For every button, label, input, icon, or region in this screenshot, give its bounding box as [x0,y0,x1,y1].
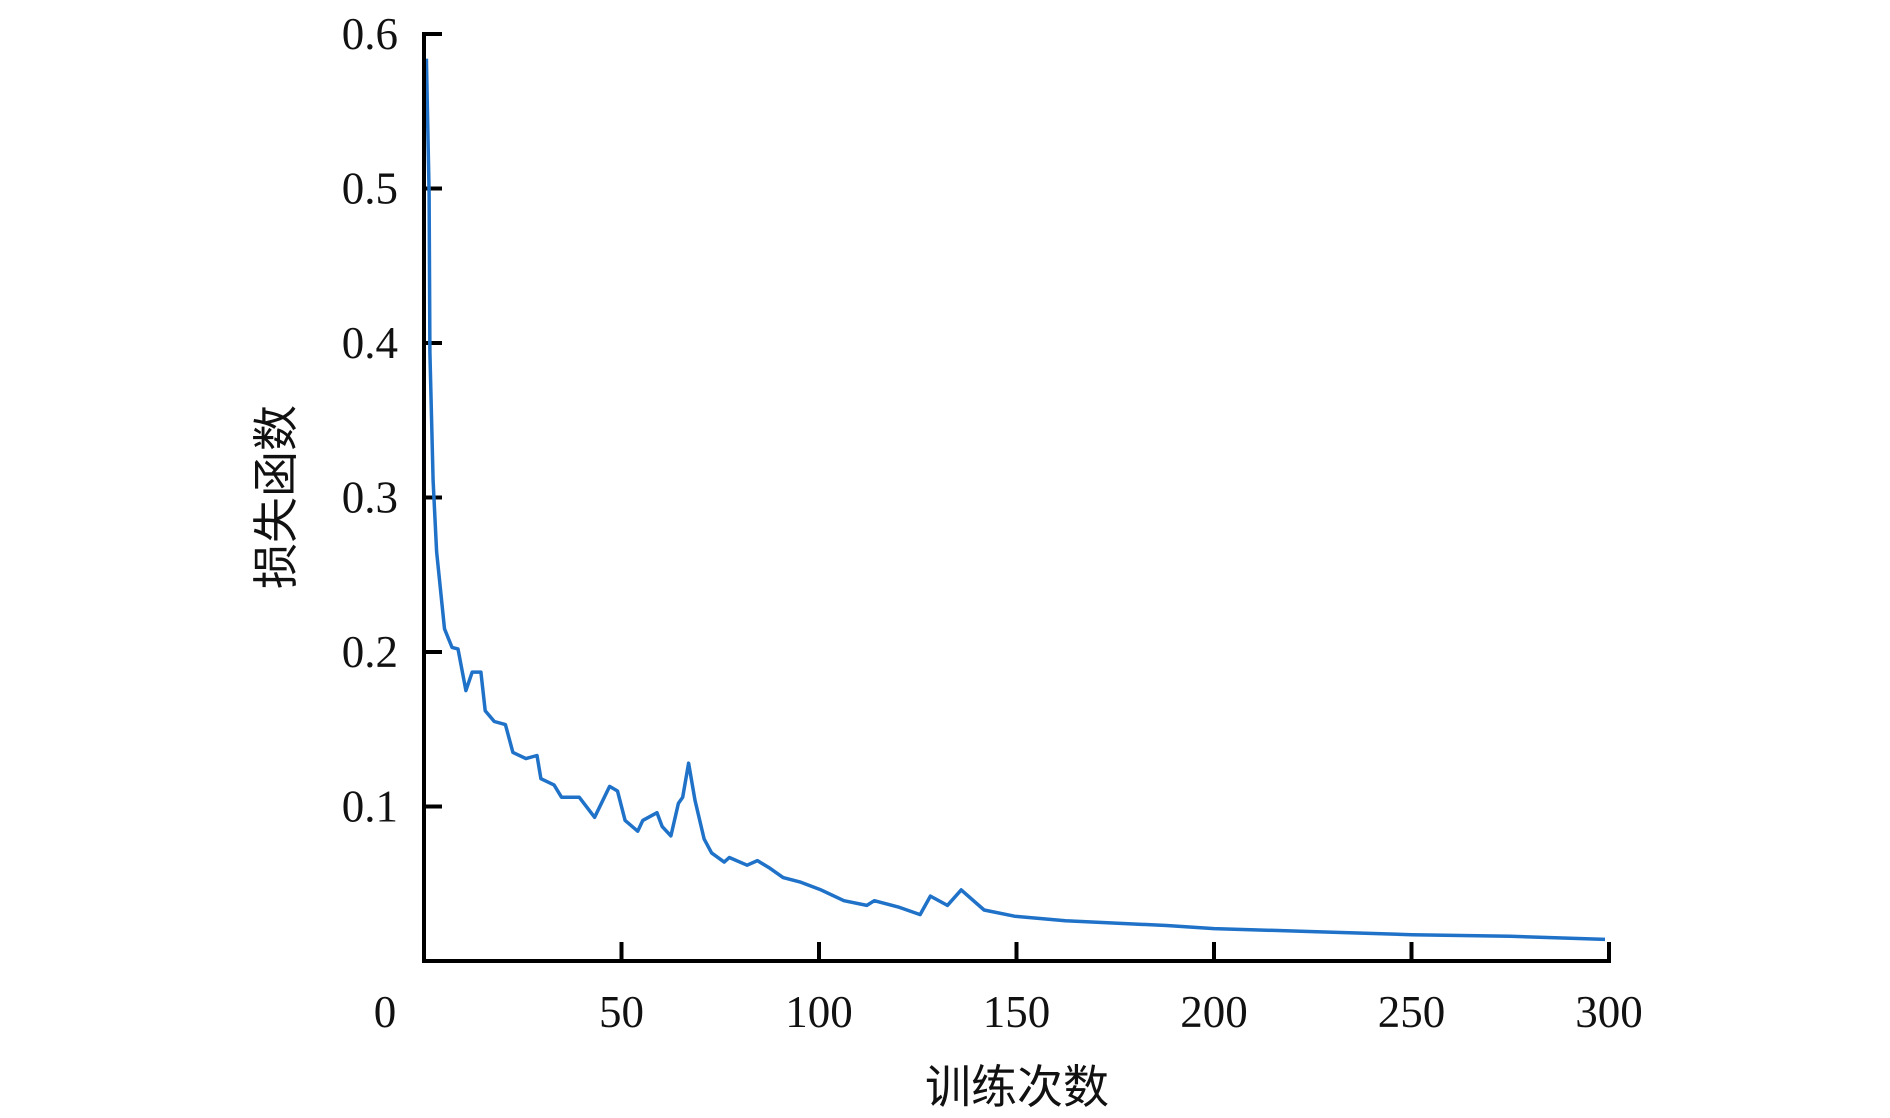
x-tick-label: 50 [599,987,644,1037]
x-axis-title: 训练次数 [925,1060,1109,1114]
y-axis-title: 损失函数 [249,405,303,589]
x-tick-label: 200 [1180,987,1248,1037]
ticks-group: 0 50 100 150 200 250 300 0.1 0.2 0.3 0.4 0.5 0.6 [342,9,1643,1037]
y-tick-label: 0.5 [342,164,398,214]
x-tick-label: 150 [983,987,1051,1037]
y-tick-label: 0.1 [342,782,398,832]
y-tick-label: 0.6 [342,9,398,59]
loss-series-line [424,58,1606,942]
y-tick-label: 0.3 [342,473,398,523]
x-tick-label: 300 [1575,987,1643,1037]
y-tick-label: 0.2 [342,627,398,677]
x-tick-label: 100 [785,987,853,1037]
x-tick-label: 0 [374,987,397,1037]
y-tick-label: 0.4 [342,318,398,368]
x-tick-label: 250 [1378,987,1446,1037]
